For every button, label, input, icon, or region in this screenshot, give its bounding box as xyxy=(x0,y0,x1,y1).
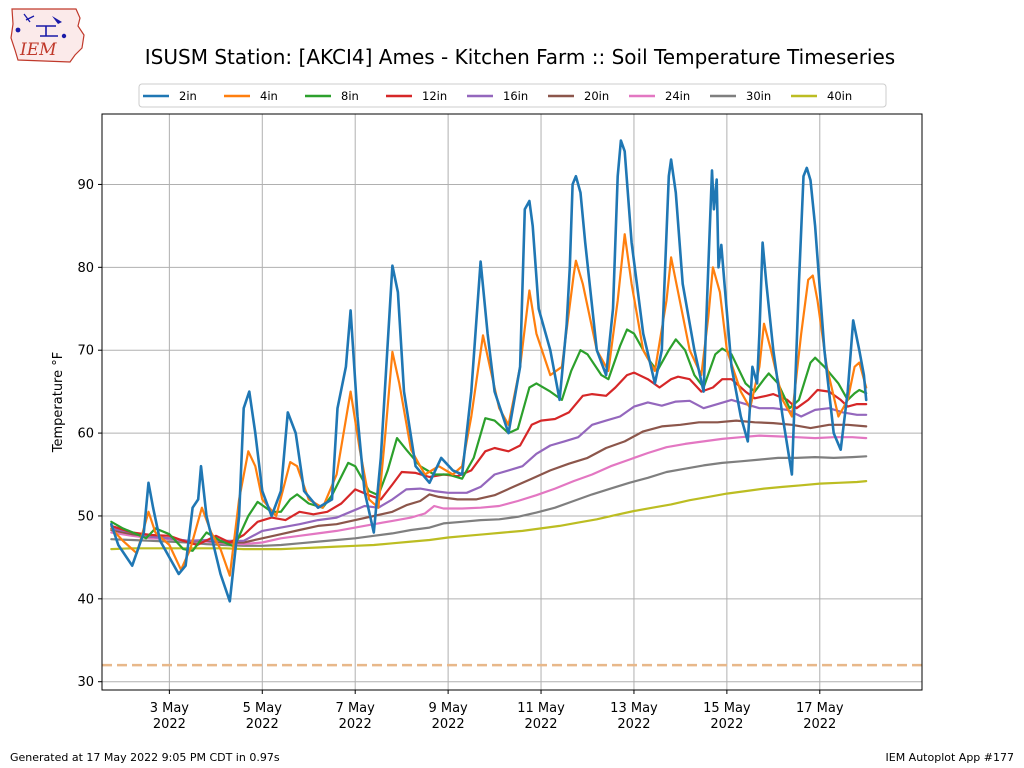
x-tick-label: 7 May xyxy=(336,701,376,716)
legend-label-8in: 8in xyxy=(341,89,359,103)
series-line-2in xyxy=(110,139,868,603)
series-line-40in xyxy=(110,480,868,551)
x-tick-year: 2022 xyxy=(710,717,743,732)
legend-label-16in: 16in xyxy=(503,89,528,103)
y-tick-label: 90 xyxy=(77,178,94,193)
x-tick-label: 3 May xyxy=(150,701,190,716)
x-tick-label: 13 May xyxy=(610,701,658,716)
logo-text: IEM xyxy=(19,40,57,60)
y-axis-label: Temperature °F xyxy=(51,352,66,453)
x-tick-label: 11 May xyxy=(517,701,565,716)
iem-logo: IEM xyxy=(10,8,85,63)
x-tick-label: 17 May xyxy=(796,701,844,716)
x-tick-label: 9 May xyxy=(428,701,468,716)
series-line-30in xyxy=(110,455,868,547)
legend-label-12in: 12in xyxy=(422,89,447,103)
grid-lines xyxy=(102,114,922,690)
legend-label-30in: 30in xyxy=(746,89,771,103)
y-tick-label: 70 xyxy=(77,344,94,359)
legend-label-4in: 4in xyxy=(260,89,278,103)
x-tick-year: 2022 xyxy=(246,717,279,732)
x-tick-label: 15 May xyxy=(703,701,751,716)
series-line-20in xyxy=(110,419,868,544)
series-line-8in xyxy=(110,328,868,552)
x-tick-year: 2022 xyxy=(153,717,186,732)
chart-title: ISUSM Station: [AKCI4] Ames - Kitchen Fa… xyxy=(145,45,895,69)
y-tick-label: 30 xyxy=(77,675,94,690)
y-tick-label: 80 xyxy=(77,261,94,276)
series-line-16in xyxy=(110,398,868,542)
y-tick-label: 50 xyxy=(77,509,94,524)
legend-label-24in: 24in xyxy=(665,89,690,103)
series-line-4in xyxy=(110,233,868,577)
legend-label-40in: 40in xyxy=(827,89,852,103)
x-tick-year: 2022 xyxy=(432,717,465,732)
legend-label-2in: 2in xyxy=(179,89,197,103)
x-tick-label: 5 May xyxy=(243,701,283,716)
app-id: IEM Autoplot App #177 xyxy=(885,751,1015,764)
generated-timestamp: Generated at 17 May 2022 9:05 PM CDT in … xyxy=(10,751,280,764)
legend: 2in 4in 8in 12in 16in 20in 24in 30in 40in xyxy=(138,83,887,108)
series-line-12in xyxy=(110,371,868,547)
series-lines xyxy=(110,139,868,603)
y-tick-label: 40 xyxy=(77,592,94,607)
x-tick-year: 2022 xyxy=(617,717,650,732)
x-tick-year: 2022 xyxy=(339,717,372,732)
x-tick-year: 2022 xyxy=(524,717,557,732)
legend-label-20in: 20in xyxy=(584,89,609,103)
x-tick-year: 2022 xyxy=(803,717,836,732)
series-line-24in xyxy=(110,434,868,546)
y-axis: 30 40 50 60 70 80 90 xyxy=(77,178,102,690)
y-tick-label: 60 xyxy=(77,427,94,442)
